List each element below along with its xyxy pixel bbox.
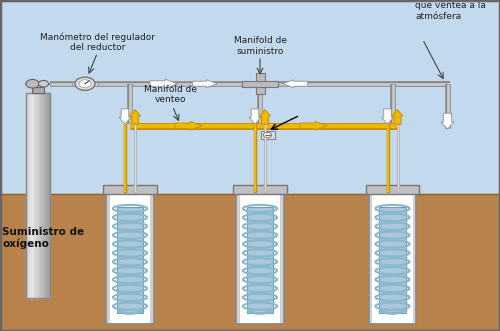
- Bar: [104, 185, 157, 194]
- Bar: [366, 185, 419, 194]
- Bar: [26, 93, 28, 298]
- Polygon shape: [175, 121, 203, 130]
- Bar: [110, 192, 150, 323]
- Bar: [28, 93, 29, 298]
- Polygon shape: [441, 113, 454, 129]
- Text: Suministro de
oxígeno: Suministro de oxígeno: [2, 227, 84, 250]
- Bar: [35, 93, 37, 298]
- Text: Manifold de
suministro: Manifold de suministro: [234, 36, 286, 56]
- Bar: [26, 93, 27, 298]
- Polygon shape: [192, 80, 218, 88]
- Polygon shape: [249, 109, 261, 124]
- Bar: [92, 82, 98, 86]
- Bar: [372, 192, 413, 323]
- Bar: [38, 93, 40, 298]
- Bar: [106, 190, 154, 324]
- Circle shape: [79, 80, 91, 88]
- Bar: [34, 93, 35, 298]
- Circle shape: [26, 79, 39, 88]
- Bar: [233, 185, 287, 194]
- Bar: [29, 93, 31, 298]
- Bar: [44, 93, 46, 298]
- Bar: [260, 131, 274, 139]
- Bar: [242, 81, 278, 87]
- Circle shape: [38, 80, 48, 87]
- Bar: [0, 194, 500, 331]
- Bar: [380, 207, 406, 313]
- Bar: [236, 190, 284, 324]
- Text: Válvula de cierre
o válvula de aguja
que ventea a la
atmósfera: Válvula de cierre o válvula de aguja que…: [415, 0, 498, 21]
- Bar: [26, 93, 50, 298]
- Bar: [44, 93, 45, 298]
- Bar: [30, 93, 32, 298]
- Bar: [46, 93, 48, 298]
- Bar: [36, 93, 38, 298]
- Bar: [48, 93, 50, 298]
- Polygon shape: [260, 110, 270, 124]
- Polygon shape: [119, 109, 131, 124]
- Bar: [41, 93, 43, 298]
- Bar: [247, 207, 273, 313]
- Bar: [256, 73, 264, 94]
- Bar: [72, 82, 78, 86]
- Polygon shape: [130, 110, 140, 124]
- Bar: [47, 93, 49, 298]
- Bar: [117, 207, 143, 313]
- Polygon shape: [392, 110, 403, 124]
- Bar: [38, 93, 39, 298]
- Bar: [32, 87, 44, 93]
- Polygon shape: [282, 80, 308, 88]
- Bar: [240, 192, 280, 323]
- Bar: [32, 93, 34, 298]
- Text: Manifold de
venteo: Manifold de venteo: [144, 85, 197, 104]
- Bar: [32, 93, 33, 298]
- Circle shape: [264, 132, 272, 138]
- Polygon shape: [382, 109, 394, 124]
- Bar: [40, 93, 42, 298]
- Text: Manómetro del regulador
del reductor: Manómetro del regulador del reductor: [40, 32, 155, 52]
- Bar: [42, 93, 44, 298]
- Polygon shape: [300, 121, 328, 130]
- Circle shape: [75, 77, 95, 90]
- Bar: [369, 190, 416, 324]
- Polygon shape: [150, 79, 178, 88]
